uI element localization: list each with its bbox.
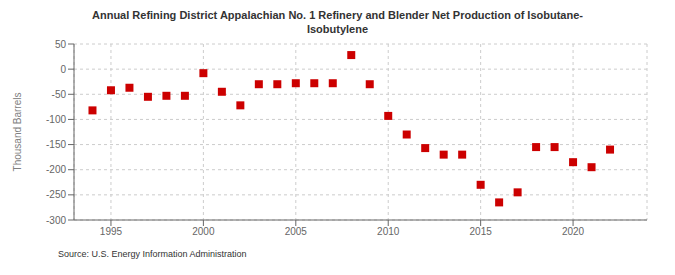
- svg-text:Thousand Barrels: Thousand Barrels: [12, 93, 23, 172]
- svg-text:2020: 2020: [562, 226, 585, 237]
- svg-text:-150: -150: [46, 139, 66, 150]
- svg-text:2005: 2005: [285, 226, 308, 237]
- svg-text:-50: -50: [52, 89, 67, 100]
- svg-text:0: 0: [60, 64, 66, 75]
- svg-text:2010: 2010: [377, 226, 400, 237]
- svg-text:-300: -300: [46, 215, 66, 226]
- svg-text:2015: 2015: [470, 226, 493, 237]
- svg-text:50: 50: [55, 39, 67, 50]
- svg-text:-250: -250: [46, 189, 66, 200]
- html-text:Source: U.S. Energy Informatio: Source: U.S. Energy Information Administ…: [58, 249, 247, 259]
- html-text:Annual Refining District Appal: Annual Refining District Appalachian No.…: [92, 9, 583, 21]
- svg-text:-200: -200: [46, 164, 66, 175]
- svg-text:2000: 2000: [192, 226, 215, 237]
- svg-text:1995: 1995: [100, 226, 123, 237]
- svg-text:-100: -100: [46, 114, 66, 125]
- html-text:Isobutylene: Isobutylene: [306, 23, 369, 35]
